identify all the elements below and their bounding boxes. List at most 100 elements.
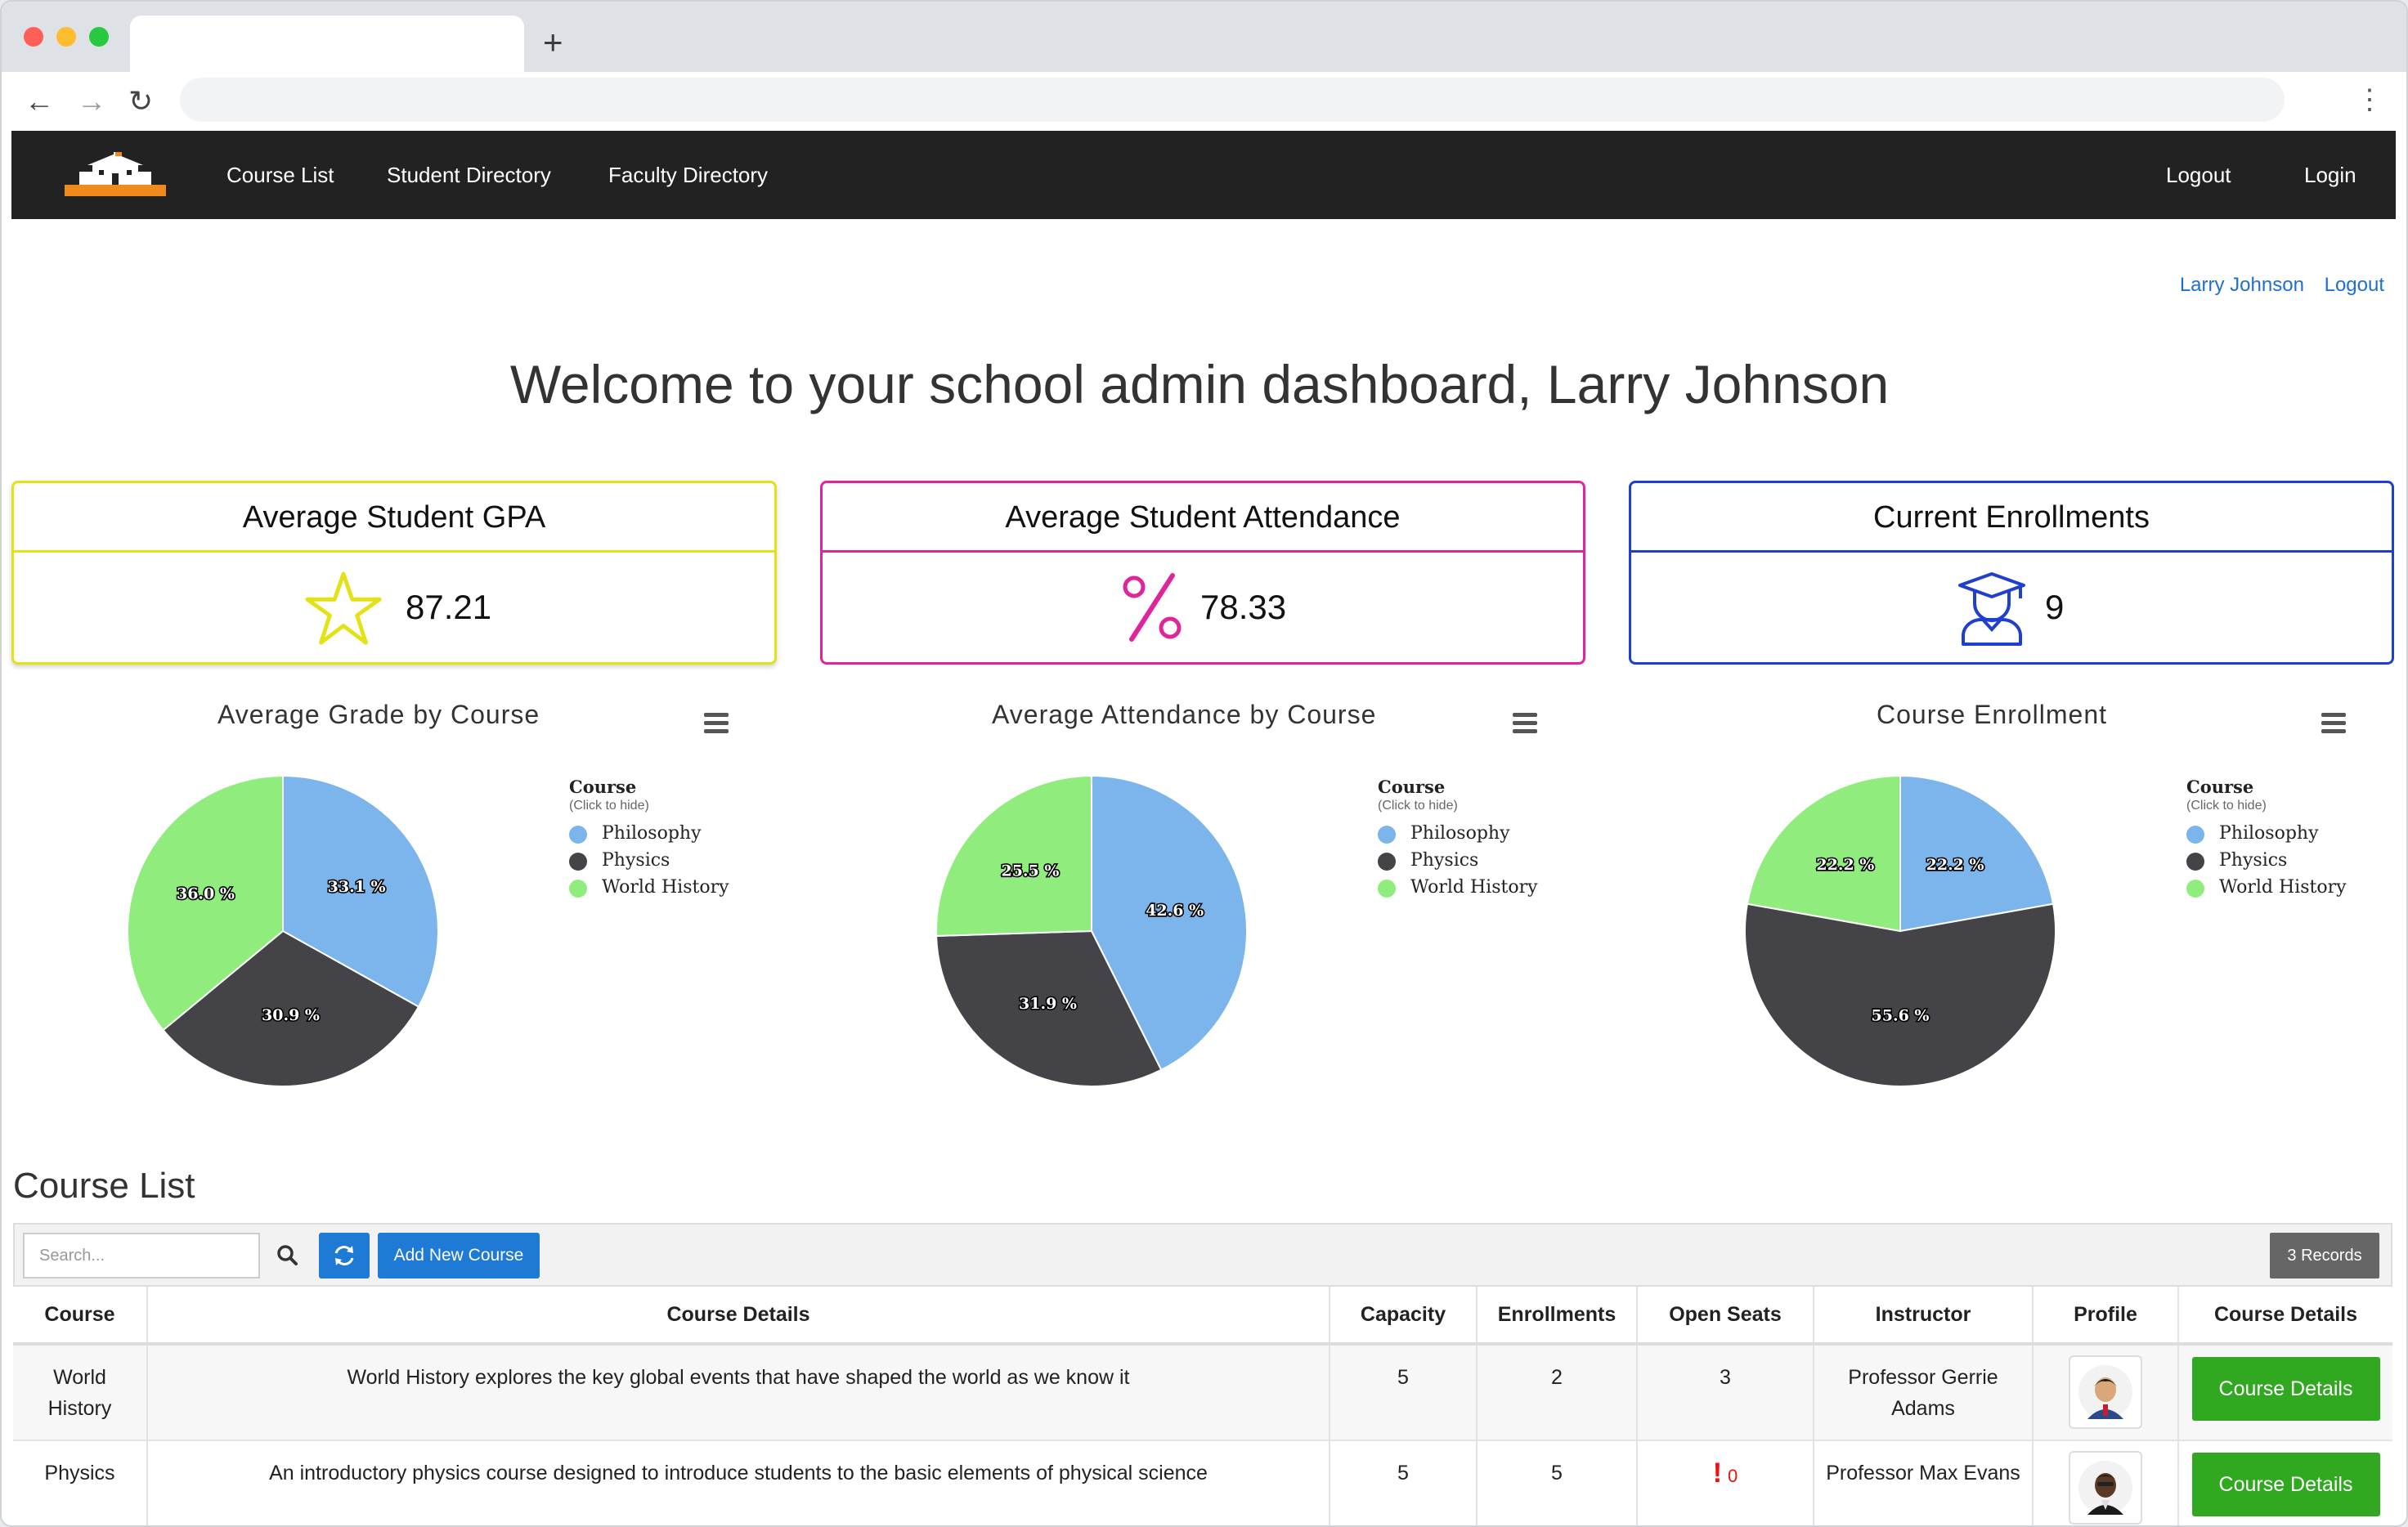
browser-toolbar: ← → ↻ ⋮ — [2, 72, 2406, 131]
enrollments-card: Current Enrollments 9 — [1629, 481, 2394, 665]
pie-slice-philosophy[interactable] — [1091, 774, 1248, 1072]
pie-data-label: 33.1 % — [328, 878, 386, 896]
pie-chart: 42.6 % 31.9 % 25.5 % — [935, 774, 1248, 1087]
search-input[interactable]: Search... — [23, 1233, 260, 1278]
user-links: Larry Johnson Logout — [2165, 274, 2384, 297]
minimize-window-button[interactable] — [56, 27, 76, 47]
nav-logout[interactable]: Logout — [2166, 163, 2231, 187]
legend-subtitle: (Click to hide) — [2186, 799, 2267, 813]
user-name-link[interactable]: Larry Johnson — [2179, 274, 2304, 296]
pie-slice-philosophy[interactable] — [282, 774, 439, 1008]
refresh-button[interactable] — [319, 1233, 370, 1278]
nav-login[interactable]: Login — [2304, 163, 2356, 187]
pie-slice-world-history[interactable] — [935, 774, 1092, 937]
legend-item-philosophy[interactable]: Philosophy — [2186, 820, 2347, 847]
nav-student-directory[interactable]: Student Directory — [387, 163, 551, 187]
cell-course-details: World History explores the key global ev… — [147, 1344, 1330, 1441]
cell-course: Physics — [13, 1440, 148, 1525]
user-logout-link[interactable]: Logout — [2324, 274, 2384, 296]
percent-icon — [1123, 573, 1182, 642]
avatar[interactable] — [2069, 1355, 2142, 1429]
cell-instructor: Professor Gerrie Adams — [1814, 1344, 2034, 1441]
column-header-course[interactable]: Course — [13, 1287, 148, 1346]
nav-faculty-directory[interactable]: Faculty Directory — [608, 163, 769, 187]
nav-course-list[interactable]: Course List — [226, 163, 334, 187]
legend-subtitle: (Click to hide) — [569, 799, 649, 813]
chart-title: Average Attendance by Course — [992, 700, 1377, 729]
legend-item-physics[interactable]: Physics — [1378, 847, 1538, 874]
add-new-course-button[interactable]: Add New Course — [378, 1233, 540, 1278]
average-grade-chart: Average Grade by Course 33.1 % 30.9 % 36.0… — [13, 690, 798, 1131]
cell-course: World History — [13, 1344, 148, 1441]
attendance-card-title: Average Student Attendance — [823, 483, 1583, 553]
avatar[interactable] — [2069, 1451, 2142, 1525]
records-badge: 3 Records — [2270, 1233, 2379, 1278]
legend-item-world-history[interactable]: World History — [569, 874, 729, 901]
chart-menu-icon[interactable] — [704, 713, 729, 734]
cell-course-details: An introductory physics course designed … — [147, 1440, 1330, 1525]
chart-title: Average Grade by Course — [217, 700, 540, 729]
pie-data-label: 42.6 % — [1146, 902, 1204, 920]
cell-profile — [2033, 1344, 2179, 1441]
school-logo[interactable] — [65, 152, 166, 199]
column-header-open-seats[interactable]: Open Seats — [1637, 1287, 1814, 1346]
column-header-profile[interactable]: Profile — [2033, 1287, 2179, 1346]
course-enrollment-chart: Course Enrollment 22.2 % 55.6 % 22.2 % Cou… — [1630, 690, 2406, 1131]
search-icon[interactable] — [271, 1236, 304, 1275]
table-toolbar: Search... Add New Course 3 Records — [13, 1223, 2392, 1287]
column-header-instructor[interactable]: Instructor — [1814, 1287, 2034, 1346]
legend-item-philosophy[interactable]: Philosophy — [569, 820, 729, 847]
pie-slice-world-history[interactable] — [1746, 774, 1901, 933]
pie-slice-physics[interactable] — [1744, 902, 2056, 1088]
browser-menu-icon[interactable]: ⋮ — [2356, 84, 2383, 115]
legend-item-physics[interactable]: Physics — [569, 847, 729, 874]
maximize-window-button[interactable] — [89, 27, 109, 47]
cell-profile — [2033, 1440, 2179, 1525]
chart-legend: Course (Click to hide) Philosophy Physic… — [569, 777, 729, 901]
column-header-course-details[interactable]: Course Details — [147, 1287, 1330, 1346]
pie-slice-world-history[interactable] — [127, 774, 284, 1032]
course-list-title: Course List — [13, 1166, 195, 1206]
course-table: Course Course Details Capacity Enrollmen… — [13, 1287, 2392, 1525]
refresh-icon — [334, 1246, 354, 1265]
column-header-capacity[interactable]: Capacity — [1330, 1287, 1478, 1346]
cell-enrollments: 5 — [1477, 1440, 1638, 1525]
cell-capacity: 5 — [1330, 1344, 1478, 1441]
reload-icon[interactable]: ↻ — [128, 84, 154, 118]
table-header-row: Course Course Details Capacity Enrollmen… — [13, 1287, 2392, 1346]
forward-icon[interactable]: → — [77, 84, 106, 118]
page-title: Welcome to your school admin dashboard, … — [509, 354, 1890, 414]
chart-menu-icon[interactable] — [2321, 713, 2346, 734]
site-navbar: Course List Student Directory Faculty Di… — [11, 131, 2396, 219]
browser-tab[interactable] — [130, 16, 524, 72]
pie-data-label: 22.2 % — [1926, 856, 1984, 874]
gpa-value: 87.21 — [406, 588, 492, 626]
chart-menu-icon[interactable] — [1513, 713, 1537, 734]
new-tab-button[interactable]: + — [543, 23, 563, 61]
address-bar[interactable] — [180, 78, 2285, 122]
warning-icon: ! — [1712, 1458, 1723, 1489]
close-window-button[interactable] — [24, 27, 43, 47]
back-icon[interactable]: ← — [25, 84, 54, 118]
cell-action: Course Details — [2178, 1344, 2392, 1441]
legend-item-physics[interactable]: Physics — [2186, 847, 2347, 874]
legend-subtitle: (Click to hide) — [1378, 799, 1458, 813]
column-header-enrollments[interactable]: Enrollments — [1477, 1287, 1638, 1346]
course-details-button[interactable]: Course Details — [2191, 1357, 2380, 1421]
course-details-button[interactable]: Course Details — [2191, 1453, 2380, 1516]
column-header-course-details-action[interactable]: Course Details — [2178, 1287, 2392, 1346]
legend-item-world-history[interactable]: World History — [1378, 874, 1538, 901]
attendance-value: 78.33 — [1200, 588, 1287, 626]
cell-open-seats: 3 — [1637, 1344, 1814, 1441]
legend-item-world-history[interactable]: World History — [2186, 874, 2347, 901]
legend-item-philosophy[interactable]: Philosophy — [1378, 820, 1538, 847]
pie-slice-philosophy[interactable] — [1899, 774, 2055, 933]
pie-slice-physics[interactable] — [162, 929, 420, 1087]
gpa-card: Average Student GPA 87.21 — [11, 481, 777, 665]
pie-data-label: 30.9 % — [262, 1006, 320, 1024]
legend-title: Course — [2186, 777, 2254, 797]
gpa-card-title: Average Student GPA — [14, 483, 774, 553]
cell-action: Course Details — [2178, 1440, 2392, 1525]
pie-slice-physics[interactable] — [935, 929, 1163, 1087]
enrollments-value: 9 — [2045, 588, 2065, 626]
